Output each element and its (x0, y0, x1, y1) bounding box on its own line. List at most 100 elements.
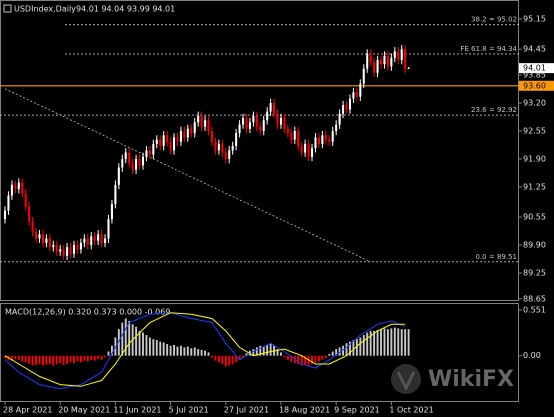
macd-bar (307, 355, 310, 366)
candle-body (362, 68, 365, 84)
candle-body (286, 128, 289, 134)
candle-body (321, 135, 324, 144)
indicator-label: MACD(12,26,9) 0.320 0.373 0.000 -0.069 (5, 308, 170, 317)
candle-body (179, 130, 182, 142)
macd-bar (283, 355, 286, 358)
macd-bar (369, 330, 372, 356)
macd-bar (142, 332, 144, 356)
macd-bar (162, 342, 165, 356)
macd-bar (214, 355, 217, 361)
macd-bar (148, 337, 151, 356)
macd-bar (73, 355, 75, 364)
candle-body (52, 245, 55, 248)
level-label: FE 61.8 = 94.34 (460, 45, 517, 53)
candle-body (7, 195, 10, 211)
macd-bar (373, 330, 376, 356)
candle-body (41, 234, 44, 243)
candle-body (124, 152, 127, 159)
candle-body (128, 152, 131, 164)
macd-bar (200, 349, 203, 356)
macd-bar (335, 349, 338, 356)
y-tick-label: 90.55 (523, 213, 546, 222)
candle-body (45, 238, 48, 243)
macd-bar (10, 355, 13, 361)
candle-body (38, 234, 41, 239)
watermark-logo (391, 364, 421, 394)
macd-bar (55, 355, 58, 364)
candle-body (131, 163, 134, 170)
macd-bar (242, 355, 244, 358)
last-price-label: 94.01 (523, 64, 546, 73)
level-label: 23.6 = 92.92 (471, 106, 517, 114)
macd-bar (155, 339, 158, 356)
candle-body (279, 118, 283, 125)
macd-bar (79, 355, 82, 363)
macd-bar (93, 355, 96, 361)
indicator-pane (0, 303, 519, 402)
macd-bar (269, 343, 272, 356)
macd-bar (404, 329, 407, 356)
macd-bar (190, 348, 193, 356)
macd-bar (383, 328, 386, 356)
macd-bar (345, 343, 348, 356)
candle-body (162, 135, 165, 147)
indicator-y-tick-label: 0.551 (523, 306, 546, 315)
macd-bar (400, 329, 403, 356)
candle-body (24, 193, 27, 207)
candle-body (379, 59, 383, 65)
level-label: 38.2 = 95.02 (471, 16, 517, 24)
macd-bar (252, 349, 255, 356)
y-tick-label: 88.65 (523, 294, 546, 303)
macd-bar (28, 355, 31, 364)
macd-bar (259, 345, 262, 356)
macd-bar (376, 330, 379, 356)
macd-bar (97, 355, 100, 359)
candle-body (276, 113, 279, 125)
candle-body (107, 219, 110, 239)
macd-bar (276, 349, 279, 356)
main-pane (0, 0, 519, 301)
macd-bar (76, 355, 79, 362)
candle-body (383, 55, 386, 65)
macd-bar (193, 347, 196, 356)
candle-body (331, 130, 334, 142)
y-tick-label: 89.25 (523, 269, 546, 278)
candle-body (400, 49, 403, 60)
macd-bar (69, 355, 72, 363)
candle-body (259, 126, 262, 131)
candle-body (217, 143, 220, 151)
macd-bar (186, 346, 189, 356)
macd-bar (245, 353, 248, 356)
macd-bar (110, 345, 113, 356)
macd-bar (359, 337, 362, 356)
x-tick-label: 27 Jul 2021 (224, 406, 269, 415)
macd-bar (59, 355, 62, 364)
candle-body (193, 122, 196, 134)
candle-body (241, 118, 245, 125)
y-tick-label: 95.15 (523, 15, 546, 24)
macd-bar (297, 355, 300, 364)
macd-bar (262, 346, 265, 356)
candle-body (214, 141, 217, 151)
macd-bar (221, 355, 224, 364)
x-tick-label: 5 Jul 2021 (169, 406, 209, 415)
candle-body (345, 105, 348, 110)
candle-body (300, 146, 303, 153)
macd-bar (349, 341, 351, 356)
candle-body (200, 115, 203, 127)
candle-body (255, 115, 258, 127)
macd-bar (138, 330, 141, 356)
symbol-icon (3, 4, 12, 13)
horizontal-line-label: 93.60 (523, 81, 546, 90)
candle-body (273, 103, 276, 114)
candle-body (48, 238, 51, 248)
trendline (4, 88, 371, 263)
chart-title: USDIndex,Daily (14, 5, 76, 14)
candle-body (210, 130, 214, 142)
candle-body (262, 120, 265, 131)
macd-bar (304, 355, 307, 365)
candle-body (297, 130, 300, 147)
watermark: WikiFX (428, 367, 514, 392)
